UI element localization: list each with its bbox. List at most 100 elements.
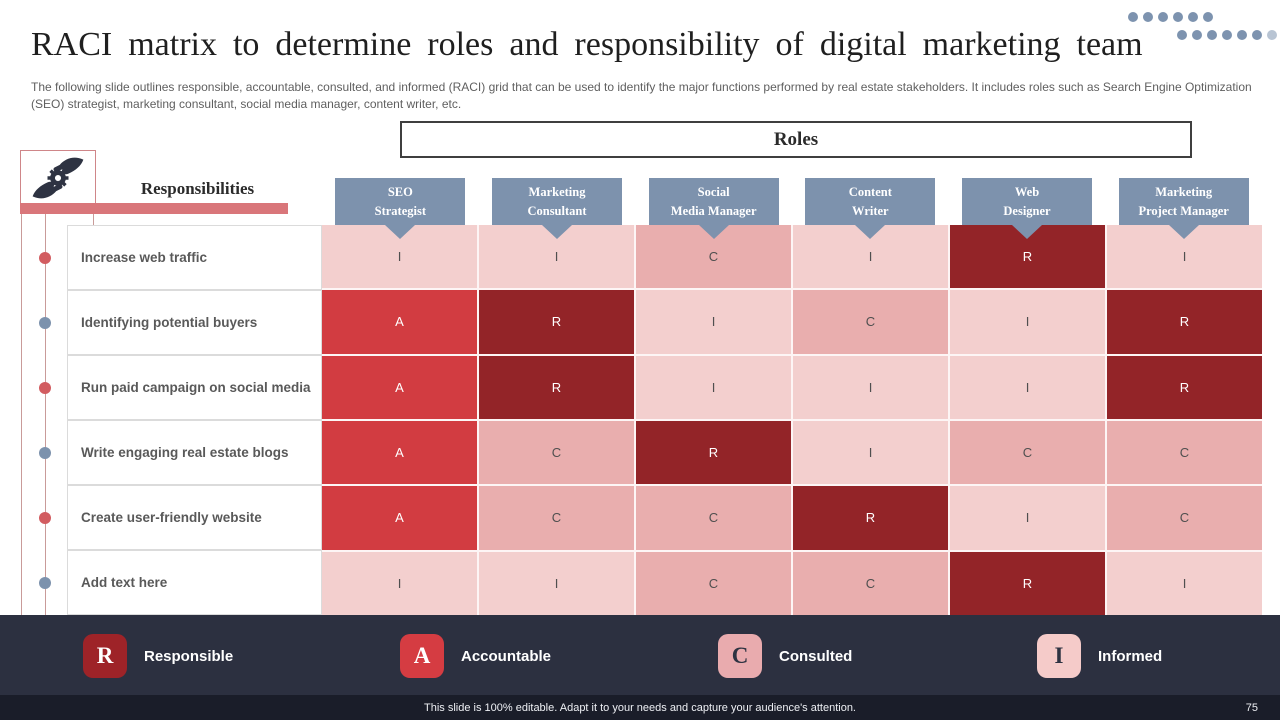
matrix-cell: I [1107,551,1262,615]
matrix-cell: I [793,355,948,419]
column-header-label: Consultant [527,203,587,218]
decorative-dot [1203,12,1213,22]
decorative-dot [1158,12,1168,22]
page-title: RACI matrix to determine roles and respo… [31,26,1143,63]
responsibilities-underline-bar [20,203,288,214]
footer-note: This slide is 100% editable. Adapt it to… [424,701,856,714]
matrix-cell: R [1107,290,1262,354]
matrix-cell: I [793,420,948,485]
matrix-cell: A [322,420,477,485]
legend-item: I Informed [1037,634,1162,678]
row-label: Identifying potential buyers [67,290,322,355]
matrix-cell: I [322,551,477,615]
legend-item: C Consulted [718,634,852,678]
matrix-cell: I [479,551,634,615]
matrix-cell: C [950,420,1105,485]
matrix-cell: A [322,355,477,419]
row-bullet [39,446,51,459]
column-header: SEO Strategist [335,178,466,225]
legend-item: R Responsible [83,634,233,678]
matrix-cell: R [479,290,634,354]
matrix-cell: I [950,290,1105,354]
decorative-dot [1252,30,1262,40]
decorative-dot [1237,30,1247,40]
legend-label: Informed [1098,647,1163,665]
column-header-label: Media Manager [670,203,757,218]
legend-badge: I [1037,634,1081,678]
decorative-dot [1128,12,1138,22]
decorative-dot [1222,30,1232,40]
matrix-cell: R [636,420,791,485]
row-label: Write engaging real estate blogs [67,420,322,485]
row-label: Increase web traffic [67,225,322,290]
matrix-cell: R [1107,355,1262,419]
legend-label: Accountable [461,647,552,665]
matrix-cell: C [636,551,791,615]
matrix-cell: C [479,420,634,485]
column-header: Marketing Consultant [492,178,622,225]
column-header-label: Content [848,185,892,200]
legend-label: Consulted [779,647,853,665]
matrix-cell: I [636,355,791,419]
decorative-dot [1177,30,1187,40]
column-header: Social Media Manager [648,178,779,225]
responsibilities-icon-box [20,150,96,205]
matrix-cell: C [479,486,634,550]
column-header-label: Marketing [528,185,586,200]
column-header-label: Web [1014,185,1040,200]
bullet-connector-line [45,214,46,615]
matrix-cell: I [950,355,1105,419]
row-bullet [39,576,51,589]
legend-badge: R [83,634,127,678]
footer-strip: This slide is 100% editable. Adapt it to… [0,695,1280,720]
column-header-label: Designer [1003,203,1051,218]
legend-item: A Accountable [400,634,551,678]
legend-label: Responsible [144,647,234,665]
left-connector-line [21,214,22,615]
row-bullet [39,316,51,329]
row-bullet [39,251,51,264]
decorative-dot [1267,30,1277,40]
column-header-pointer [385,225,416,239]
column-header-label: Strategist [374,203,427,218]
responsibility-text: Run paid campaign on social media [81,380,311,395]
matrix-cell: A [322,290,477,354]
row-label: Create user-friendly website [67,485,322,550]
matrix-cell: I [636,290,791,354]
row-bullet [39,381,51,394]
column-header: Web Designer [962,178,1092,225]
column-header-pointer [1012,225,1042,239]
responsibility-text: Write engaging real estate blogs [81,445,289,460]
column-header: Marketing Project Manager [1118,178,1249,225]
matrix-cell: R [950,551,1105,615]
decorative-dot [1143,12,1153,22]
matrix-cell: C [793,551,948,615]
column-header-label: Marketing [1155,185,1213,200]
column-header-label: Project Manager [1138,203,1229,218]
matrix-cell: C [636,486,791,550]
matrix-cell: C [1107,420,1262,485]
legend-badge: A [400,634,444,678]
decorative-dot [1207,30,1217,40]
legend-badge: C [718,634,762,678]
roles-header-label: Roles [773,128,819,150]
column-header-pointer [542,225,572,239]
legend-footer: R Responsible A Accountable C Consulted I Infor… [0,615,1280,720]
row-label: Run paid campaign on social media [67,355,322,420]
responsibility-text: Increase web traffic [81,250,208,265]
matrix-cell: R [793,486,948,550]
matrix-cell: I [950,486,1105,550]
column-header-label: Writer [852,203,889,218]
decorative-dot [1173,12,1183,22]
responsibility-text: Identifying potential buyers [81,315,258,330]
page-number: 75 [1245,701,1258,714]
column-header-pointer [1168,225,1199,239]
responsibilities-header: Responsibilities [140,179,255,198]
row-label: Add text here [67,550,322,615]
column-header-label: SEO [387,185,413,200]
matrix-cell: C [1107,486,1262,550]
page-subtitle: The following slide outlines responsible… [31,80,1252,112]
hands-gear-icon [32,157,84,198]
responsibility-text: Create user-friendly website [81,510,262,525]
